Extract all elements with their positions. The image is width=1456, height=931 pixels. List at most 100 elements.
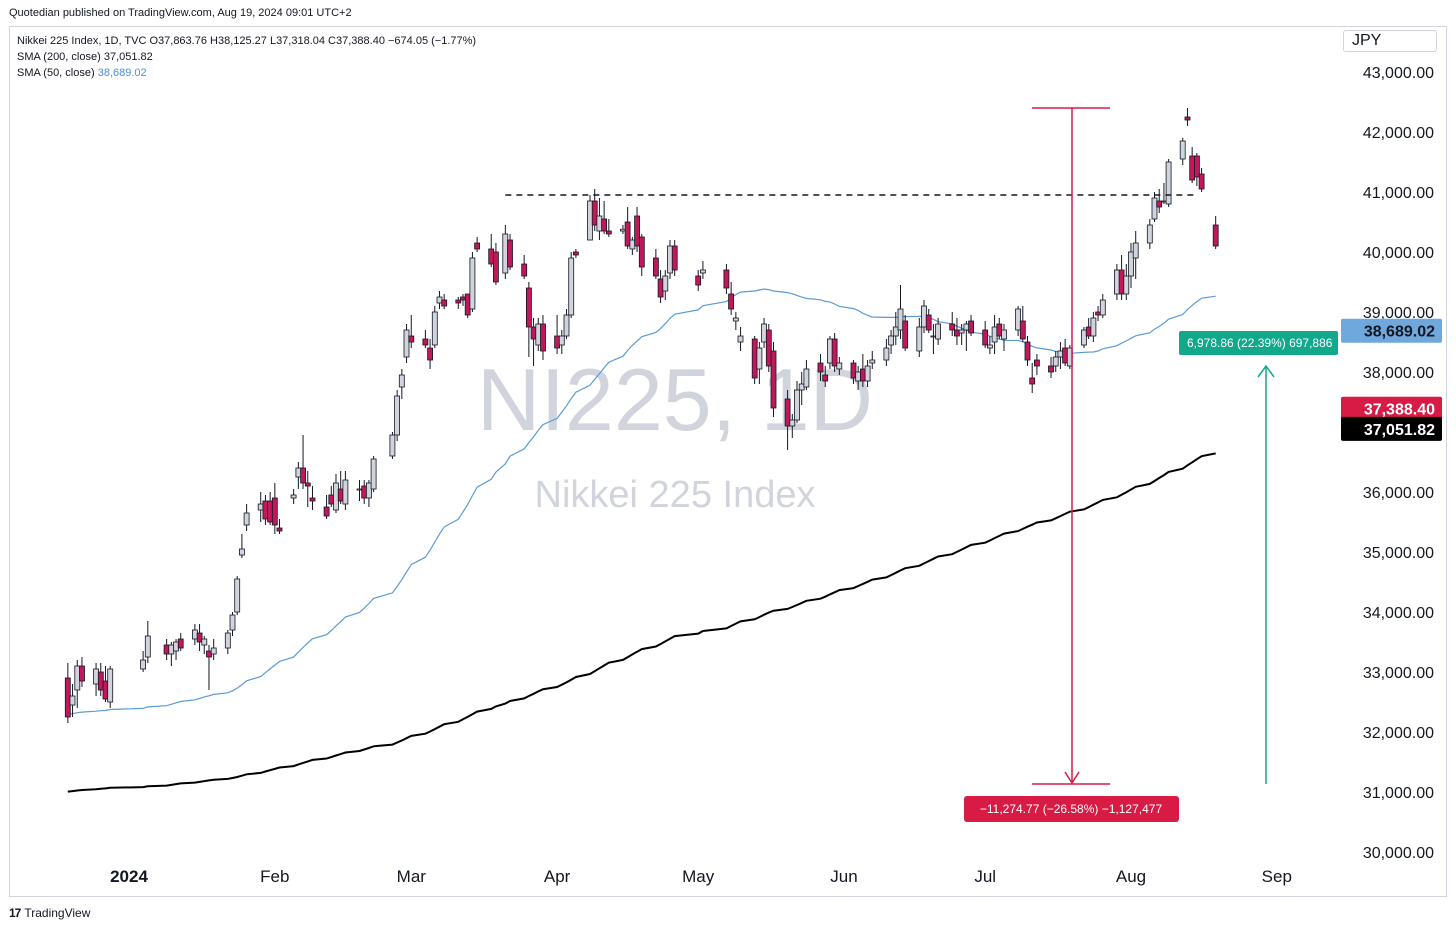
candle[interactable] [883,339,890,366]
candle[interactable] [629,237,636,255]
candle[interactable] [356,480,363,501]
candle[interactable] [243,504,250,531]
candle[interactable] [601,201,607,234]
candle[interactable] [723,264,730,294]
candle[interactable] [751,336,758,384]
price-axis[interactable]: 43,000.00 42,000.00 41,000.00 40,000.00 39,0… [1363,65,1434,862]
candle[interactable] [1165,159,1172,207]
candle[interactable] [1001,324,1007,351]
candle[interactable] [1085,318,1092,339]
candle[interactable] [831,333,838,372]
candle[interactable] [1048,357,1054,378]
candle[interactable] [526,282,532,357]
candle[interactable] [224,630,231,654]
candle[interactable] [394,390,401,441]
candle[interactable] [1156,189,1163,213]
candle[interactable] [756,342,763,384]
candle[interactable] [1146,219,1153,249]
candle[interactable] [342,471,349,510]
candle[interactable] [662,270,669,300]
candle[interactable] [554,315,560,354]
candle[interactable] [653,249,659,279]
candle[interactable] [728,282,734,315]
candle[interactable] [1099,294,1106,318]
candle[interactable] [789,414,796,438]
drawings-layer[interactable]: −11,274.77 (−26.58%) −1,127,477 6,978.86 … [505,107,1338,822]
candle[interactable] [563,309,570,339]
candle[interactable] [276,519,283,534]
candle[interactable] [987,336,993,354]
candle[interactable] [333,474,339,513]
candle[interactable] [935,318,941,345]
candle[interactable] [1161,183,1167,204]
candle[interactable] [1128,243,1134,288]
candle[interactable] [408,315,415,348]
candle[interactable] [361,480,368,504]
candle[interactable] [624,207,631,249]
candle[interactable] [770,342,777,417]
candle[interactable] [469,252,476,312]
candle[interactable] [1057,342,1064,369]
candle[interactable] [196,624,203,651]
candle[interactable] [761,318,767,348]
candle[interactable] [925,309,932,333]
candle[interactable] [102,666,109,702]
candle[interactable] [638,234,645,276]
candle[interactable] [323,495,330,519]
candle[interactable] [1123,264,1130,300]
candle[interactable] [1019,306,1026,342]
candle[interactable] [436,291,443,309]
candle[interactable] [455,297,462,309]
candle[interactable] [968,315,974,336]
candle[interactable] [991,315,998,354]
candlestick-series[interactable] [64,108,1219,723]
candle[interactable] [492,243,499,285]
candle[interactable] [869,351,876,369]
candle[interactable] [996,318,1003,339]
candle[interactable] [267,492,274,525]
candle[interactable] [398,369,405,399]
candle[interactable] [803,360,810,390]
candle[interactable] [238,534,245,558]
candle[interactable] [507,234,513,270]
candle[interactable] [1015,306,1021,336]
candle[interactable] [765,324,772,372]
candle[interactable] [140,651,147,672]
candle[interactable] [79,657,85,687]
candle[interactable] [64,663,71,723]
candle[interactable] [431,306,438,348]
candle[interactable] [304,471,311,507]
candle[interactable] [822,366,829,387]
candle[interactable] [949,312,956,336]
candle[interactable] [257,492,264,522]
candle[interactable] [568,252,575,318]
candle[interactable] [982,321,989,348]
candle[interactable] [163,639,170,660]
candle[interactable] [488,234,495,267]
candle[interactable] [671,240,678,276]
candle[interactable] [422,330,429,348]
candle[interactable] [168,642,175,666]
candle[interactable] [69,684,76,717]
candle[interactable] [902,315,909,351]
candle[interactable] [427,339,434,369]
candle[interactable] [958,324,965,345]
candle[interactable] [916,318,923,357]
candle[interactable] [1114,264,1120,300]
candle[interactable] [1198,168,1205,192]
candle[interactable] [403,324,410,363]
candle[interactable] [897,285,904,339]
candle[interactable] [1132,231,1139,279]
candle[interactable] [954,318,960,345]
candle[interactable] [1029,363,1036,393]
candle[interactable] [295,462,302,489]
candle[interactable] [328,486,335,507]
candle[interactable] [370,456,377,492]
candle[interactable] [667,240,673,279]
candle[interactable] [1194,153,1200,186]
candle[interactable] [558,330,565,354]
candle[interactable] [794,381,800,423]
candle[interactable] [1179,138,1186,165]
candle[interactable] [389,432,396,459]
